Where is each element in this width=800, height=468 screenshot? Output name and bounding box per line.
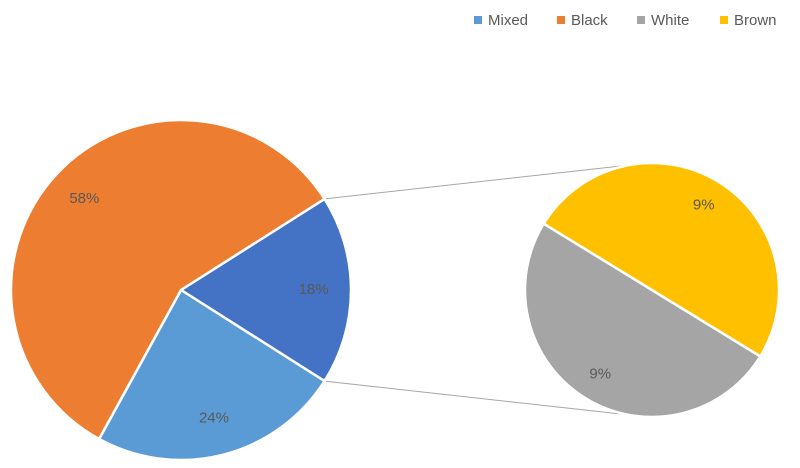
pie-slice	[97, 288, 327, 462]
data-label: 9%	[693, 197, 715, 214]
connector-line	[324, 380, 631, 416]
legend-swatch	[557, 16, 565, 24]
data-label: 9%	[589, 365, 611, 382]
pie-slice	[524, 221, 763, 418]
legend-label: White	[651, 12, 689, 29]
pie-slice	[178, 197, 353, 383]
data-label: 24%	[199, 409, 229, 426]
data-label: 58%	[69, 190, 99, 207]
data-label: 18%	[299, 281, 329, 298]
legend-swatch	[474, 16, 482, 24]
legend-swatch	[720, 16, 728, 24]
connector-line	[324, 164, 631, 200]
legend-swatch	[637, 16, 645, 24]
legend-label: Mixed	[488, 12, 528, 29]
legend-label: Black	[571, 12, 608, 29]
legend-label: Brown	[734, 12, 777, 29]
pie-slice	[541, 162, 780, 359]
pie-slice	[9, 118, 327, 441]
